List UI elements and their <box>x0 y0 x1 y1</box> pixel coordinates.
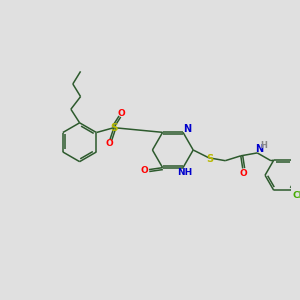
Text: N: N <box>255 144 263 154</box>
Text: H: H <box>261 141 268 150</box>
Text: O: O <box>240 169 248 178</box>
Text: N: N <box>183 124 191 134</box>
Text: O: O <box>118 109 125 118</box>
Text: O: O <box>105 139 113 148</box>
Text: NH: NH <box>177 168 193 177</box>
Text: Cl: Cl <box>292 191 300 200</box>
Text: S: S <box>110 123 118 133</box>
Text: S: S <box>206 154 213 164</box>
Text: O: O <box>140 166 148 175</box>
